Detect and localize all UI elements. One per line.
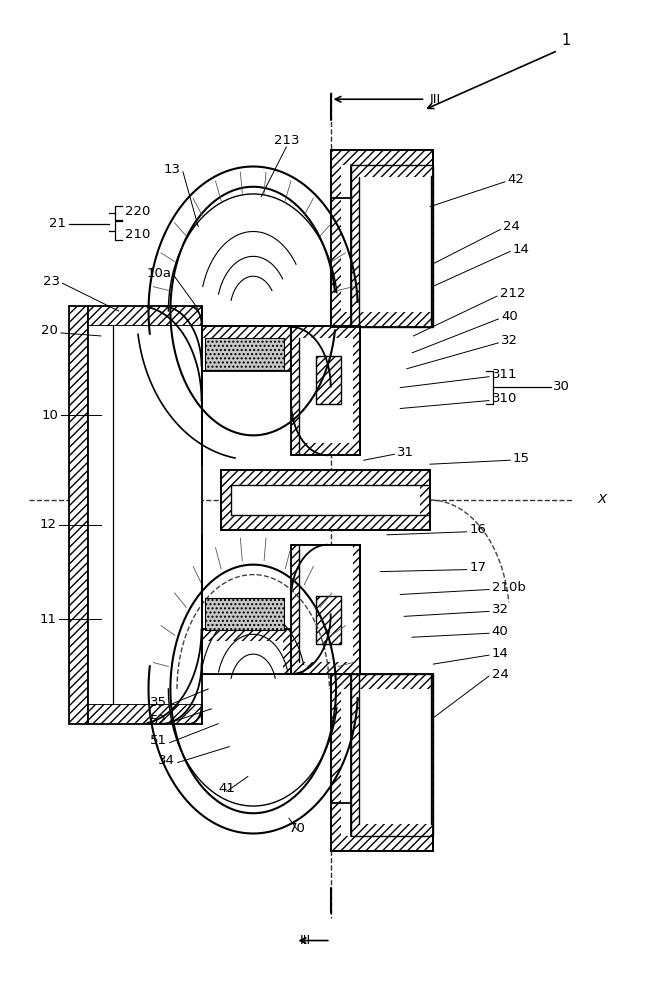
Text: 32: 32 (501, 334, 518, 347)
Text: 70: 70 (289, 822, 306, 835)
Bar (341, 689, 424, 836)
Bar (331, 674, 434, 851)
Text: 34: 34 (158, 754, 175, 767)
Text: 11: 11 (39, 613, 56, 626)
Text: III: III (299, 934, 311, 947)
Text: 20: 20 (41, 324, 58, 337)
Text: X: X (598, 493, 607, 506)
Bar (331, 150, 434, 327)
Text: 35: 35 (150, 696, 167, 709)
Bar (291, 326, 361, 455)
Text: III: III (430, 93, 442, 106)
Text: 31: 31 (397, 446, 414, 459)
Bar (291, 545, 361, 674)
Bar (88, 306, 202, 326)
Text: 210b: 210b (492, 581, 526, 594)
Text: 14: 14 (513, 243, 530, 256)
Bar (202, 338, 283, 371)
Text: 311: 311 (492, 368, 517, 381)
Text: 21: 21 (49, 217, 65, 230)
Text: 212: 212 (500, 287, 525, 300)
Text: 32: 32 (492, 603, 508, 616)
Text: 24: 24 (492, 668, 508, 681)
Bar (221, 470, 430, 530)
Text: 220: 220 (126, 205, 151, 218)
Text: 17: 17 (470, 561, 487, 574)
Bar (299, 338, 353, 443)
Text: 16: 16 (470, 523, 487, 536)
Text: 40: 40 (501, 310, 518, 323)
Bar (205, 598, 285, 630)
Text: 24: 24 (503, 220, 520, 233)
Bar (202, 371, 291, 465)
Bar (202, 535, 291, 629)
Text: 30: 30 (552, 380, 570, 393)
Bar (202, 326, 291, 371)
Text: 14: 14 (492, 647, 508, 660)
Bar (205, 338, 285, 370)
Bar (69, 306, 88, 724)
Bar (351, 165, 434, 327)
Bar (202, 629, 291, 674)
Text: 10a: 10a (147, 267, 172, 280)
Text: 52: 52 (150, 714, 167, 727)
Bar (359, 689, 432, 824)
Text: 1: 1 (561, 33, 570, 48)
Text: 51: 51 (150, 734, 167, 747)
Bar (299, 545, 353, 662)
Text: 42: 42 (508, 173, 524, 186)
Text: 210: 210 (126, 228, 151, 241)
Text: 40: 40 (492, 625, 508, 638)
Bar (351, 674, 434, 836)
Text: 12: 12 (39, 518, 56, 531)
Text: 310: 310 (492, 392, 517, 405)
Text: 13: 13 (163, 163, 180, 176)
Bar (231, 485, 420, 515)
Bar (316, 356, 341, 404)
Bar (202, 641, 283, 674)
Text: 41: 41 (218, 782, 235, 795)
Bar (88, 326, 202, 704)
Text: 213: 213 (274, 134, 299, 147)
Bar (88, 704, 202, 724)
Bar (316, 596, 341, 644)
Text: 23: 23 (43, 275, 59, 288)
Text: 15: 15 (513, 452, 530, 465)
Text: 10: 10 (41, 409, 58, 422)
Bar (359, 177, 432, 312)
Bar (341, 165, 424, 312)
